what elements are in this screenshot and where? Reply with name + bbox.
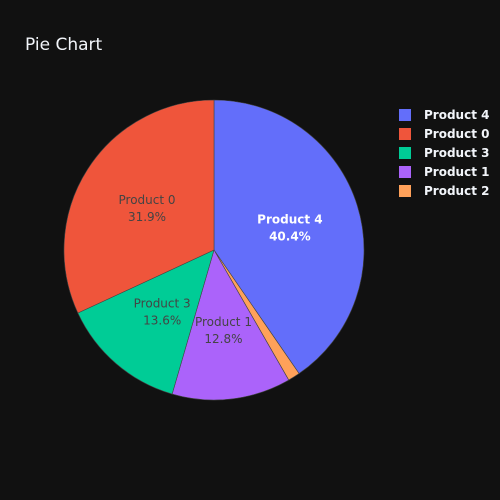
slice-label-name: Product 1 [195, 315, 252, 329]
slice-label-name: Product 0 [119, 193, 176, 207]
legend-swatch [399, 147, 411, 159]
slice-label-name: Product 3 [134, 296, 191, 310]
pie-slice-product-4[interactable] [213, 99, 365, 374]
legend-swatch [399, 166, 411, 178]
legend-label: Product 0 [424, 127, 489, 141]
pie-slices [63, 99, 365, 401]
legend[interactable]: Product 4 Product 0 Product 3 Product 1 Prod… [399, 108, 489, 198]
legend-item[interactable]: Product 2 [399, 184, 489, 198]
legend-label: Product 4 [424, 108, 489, 122]
pie-slice-product-1[interactable] [171, 249, 290, 401]
legend-item[interactable]: Product 4 [399, 108, 489, 122]
slice-label: Product 1 12.8% [195, 315, 252, 346]
pie-slice-product-0[interactable] [63, 99, 215, 314]
legend-label: Product 2 [424, 184, 489, 198]
legend-swatch [399, 128, 411, 140]
legend-label: Product 1 [424, 165, 489, 179]
legend-label: Product 3 [424, 146, 489, 160]
legend-item[interactable]: Product 3 [399, 146, 489, 160]
slice-label-percent: 31.9% [128, 210, 166, 224]
slice-label-name: Product 4 [257, 212, 322, 226]
legend-swatch [399, 109, 411, 121]
slice-label: Product 0 31.9% [119, 193, 176, 224]
slice-label-percent: 12.8% [204, 332, 242, 346]
legend-item[interactable]: Product 1 [399, 165, 489, 179]
slice-label-percent: 13.6% [143, 313, 181, 327]
legend-swatch [399, 185, 411, 197]
slice-label: Product 3 13.6% [134, 296, 191, 327]
pie-slice-product-3[interactable] [77, 249, 215, 395]
slice-label: Product 4 40.4% [257, 212, 322, 243]
pie-slice-labels: Product 4 40.4% Product 1 12.8% Product 3 13.… [119, 193, 323, 346]
slice-label-percent: 40.4% [269, 229, 311, 243]
legend-item[interactable]: Product 0 [399, 127, 489, 141]
chart-title: Pie Chart [25, 35, 103, 55]
